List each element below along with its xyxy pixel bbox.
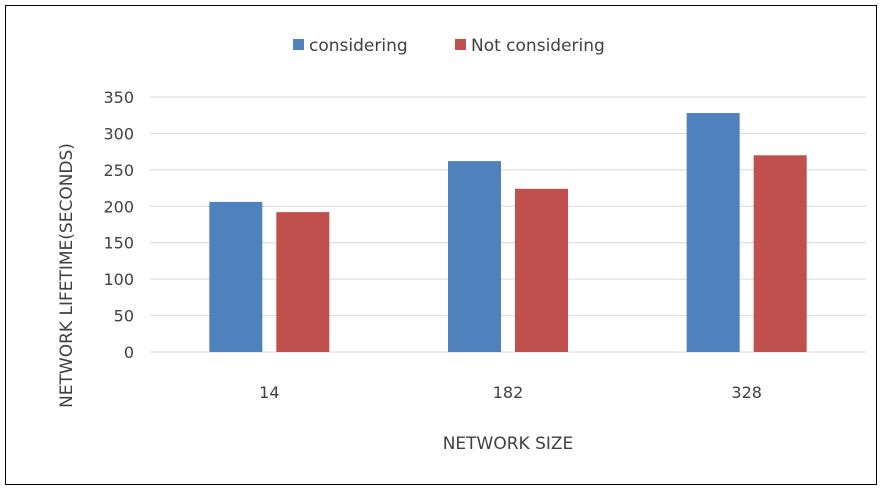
y-tick-label: 350 [103,88,134,107]
x-tick-label: 328 [731,383,762,402]
legend-swatch [455,39,466,50]
bar-not-considering-14 [276,212,330,352]
bar-not-considering-182 [515,188,568,352]
bar-not-considering-328 [753,155,807,352]
y-axis-title: NETWORK LIFETIME(SECONDS) [57,143,77,408]
legend-label: Not considering [471,36,605,56]
legend-label: considering [309,36,408,56]
legend: considering Not considering [293,36,605,56]
gridlines [150,96,866,353]
y-tick-label: 150 [103,234,134,253]
y-tick-label: 200 [103,197,134,216]
x-tick-label: 182 [493,383,524,402]
bar-considering-14 [209,201,263,352]
bar-considering-182 [448,161,501,352]
x-axis-title: NETWORK SIZE [443,434,574,454]
y-tick-label: 0 [124,343,134,362]
y-tick-label: 100 [103,270,134,289]
x-axis-ticks: 14 182 328 [259,383,762,402]
y-tick-label: 250 [103,161,134,180]
y-tick-label: 300 [103,124,134,143]
legend-swatch [293,39,304,50]
y-tick-label: 50 [114,307,134,326]
x-tick-label: 14 [259,383,279,402]
y-axis-ticks: 0 50 100 150 200 250 300 350 [103,88,134,362]
bars [209,113,807,353]
bar-considering-328 [686,113,740,353]
